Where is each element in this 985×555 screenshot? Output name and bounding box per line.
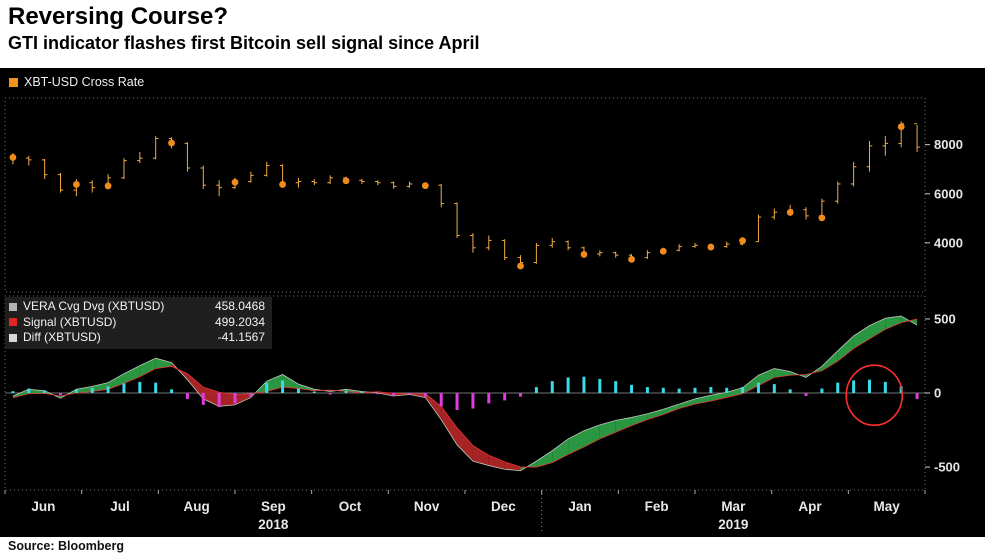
vera-label: VERA Cvg Dvg (XBTUSD) [23,299,165,313]
svg-text:4000: 4000 [934,235,963,250]
svg-text:Dec: Dec [491,499,516,514]
legend-row-diff: Diff (XBTUSD) -41.1567 [9,330,265,346]
legend-row-vera: VERA Cvg Dvg (XBTUSD) 458.0468 [9,299,265,315]
svg-text:Jun: Jun [31,499,55,514]
vera-value: 458.0468 [214,299,265,313]
svg-text:8000: 8000 [934,137,963,152]
svg-text:Feb: Feb [645,499,669,514]
svg-text:Mar: Mar [721,499,746,514]
price-series-swatch-icon [9,77,18,87]
svg-text:Oct: Oct [339,499,362,514]
svg-text:2019: 2019 [718,517,748,532]
page-subtitle: GTI indicator flashes first Bitcoin sell… [8,33,480,53]
price-and-indicator-chart: 8000 6000 4000 500 0 -500 Jun Jul Aug Sep Oct Nov De… [4,97,963,532]
diff-value: -41.1567 [217,330,265,344]
header: Reversing Course? GTI indicator flashes … [0,0,985,68]
signal-label: Signal (XBTUSD) [23,314,117,329]
price-series-legend: XBT-USD Cross Rate [9,75,144,89]
legend-row-signal: Signal (XBTUSD) 499.2034 [9,315,265,331]
source-label: Source: Bloomberg [8,539,124,553]
svg-text:0: 0 [934,386,941,401]
svg-text:Aug: Aug [184,499,210,514]
svg-text:May: May [874,499,901,514]
indicator-legend: VERA Cvg Dvg (XBTUSD) 458.0468 Signal (X… [5,297,272,349]
signal-value: 499.2034 [214,314,265,329]
svg-text:500: 500 [934,311,956,326]
svg-text:Jan: Jan [568,499,591,514]
vera-swatch-icon [9,302,17,311]
svg-text:Jul: Jul [110,499,130,514]
footer: Source: Bloomberg [0,537,985,555]
diff-label: Diff (XBTUSD) [23,330,101,344]
svg-text:Apr: Apr [798,499,822,514]
signal-swatch-icon [9,318,17,327]
svg-text:Nov: Nov [414,499,440,514]
page-title: Reversing Course? [8,3,229,30]
diff-swatch-icon [9,333,17,342]
svg-text:2018: 2018 [258,517,289,532]
chart-region: XBT-USD Cross Rate 8000 6000 4000 500 0 -500 J… [0,68,985,537]
price-series-label: XBT-USD Cross Rate [24,75,145,89]
svg-text:-500: -500 [934,460,960,475]
svg-text:Sep: Sep [261,499,286,514]
svg-text:6000: 6000 [934,186,963,201]
